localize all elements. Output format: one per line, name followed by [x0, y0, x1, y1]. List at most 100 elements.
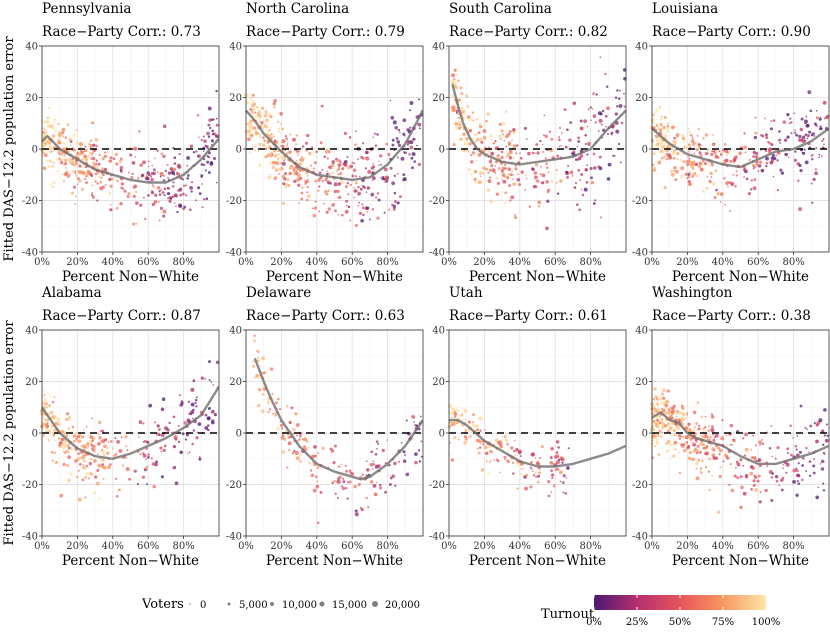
turnout-legend-label: 25%: [626, 617, 648, 628]
data-point: [159, 171, 164, 176]
panel-subtitle: Race−Party Corr.: 0.82: [449, 24, 608, 40]
data-point: [724, 149, 729, 153]
data-point: [344, 163, 347, 167]
data-point: [807, 90, 812, 95]
data-point: [150, 190, 154, 195]
data-point: [819, 463, 822, 465]
data-point: [798, 134, 802, 139]
data-point: [139, 163, 143, 167]
y-tick-label: -20: [429, 196, 445, 207]
data-point: [695, 451, 699, 455]
data-point: [556, 192, 560, 195]
data-point: [661, 425, 666, 429]
data-point: [262, 371, 266, 375]
data-point: [160, 407, 165, 412]
data-point: [250, 112, 252, 115]
data-point: [607, 133, 609, 135]
data-point: [69, 144, 72, 147]
data-point: [84, 476, 88, 479]
data-point: [198, 456, 201, 458]
data-point: [704, 415, 707, 418]
data-point: [396, 172, 399, 175]
data-point: [103, 453, 106, 457]
data-point: [731, 443, 733, 446]
y-tick-label: -20: [226, 196, 242, 207]
data-point: [758, 440, 762, 444]
data-point: [710, 163, 714, 167]
data-point: [655, 402, 660, 406]
data-point: [44, 397, 47, 400]
data-point: [72, 440, 76, 443]
data-point: [107, 441, 110, 443]
data-point: [361, 206, 365, 210]
data-point: [512, 182, 516, 187]
data-point: [147, 194, 149, 197]
data-point: [365, 191, 368, 194]
data-point: [299, 460, 302, 463]
data-point: [257, 163, 262, 168]
data-point: [487, 179, 492, 183]
x-tick-label: 60%: [544, 257, 566, 268]
data-point: [660, 392, 665, 396]
panel-subtitle: Race−Party Corr.: 0.79: [246, 24, 405, 40]
data-point: [173, 193, 178, 197]
data-point: [682, 134, 685, 138]
data-point: [670, 410, 674, 413]
data-point: [500, 178, 503, 181]
data-point: [761, 442, 765, 446]
data-point: [815, 116, 819, 120]
data-point: [333, 189, 337, 194]
data-point: [505, 145, 508, 148]
data-point: [467, 142, 470, 145]
data-point: [793, 112, 796, 115]
data-point: [279, 123, 282, 125]
data-point: [266, 129, 270, 134]
data-point: [786, 452, 789, 455]
data-point: [349, 471, 352, 474]
data-point: [150, 177, 154, 182]
data-point: [790, 132, 793, 135]
data-point: [599, 56, 602, 59]
data-point: [689, 133, 693, 137]
data-point: [364, 167, 367, 170]
data-point: [300, 156, 303, 159]
data-point: [555, 460, 560, 465]
data-point: [344, 184, 348, 189]
data-point: [509, 199, 512, 202]
data-point: [742, 175, 746, 179]
data-point: [83, 455, 86, 459]
data-point: [721, 154, 723, 156]
data-point: [46, 421, 49, 425]
data-point: [278, 130, 280, 133]
data-point: [82, 459, 86, 463]
data-point: [476, 428, 479, 431]
data-point: [109, 184, 113, 188]
data-point: [729, 463, 732, 466]
data-point: [370, 450, 374, 454]
data-point: [51, 459, 55, 462]
data-point: [683, 442, 687, 445]
data-point: [752, 155, 756, 158]
data-point: [46, 429, 49, 433]
data-point: [62, 135, 65, 138]
x-axis-title: Percent Non−White: [62, 269, 199, 285]
data-point: [730, 488, 735, 493]
data-point: [172, 181, 175, 184]
data-point: [154, 157, 156, 160]
data-point: [103, 154, 107, 158]
data-point: [360, 218, 364, 223]
data-point: [713, 196, 717, 200]
data-point: [314, 200, 317, 203]
x-tick-label: 40%: [102, 257, 124, 268]
data-point: [256, 359, 260, 363]
data-point: [749, 465, 754, 469]
data-point: [306, 175, 309, 177]
data-point: [786, 112, 790, 117]
data-point: [695, 421, 699, 426]
data-point: [49, 150, 52, 153]
data-point: [274, 154, 278, 158]
data-point: [512, 174, 514, 176]
data-point: [511, 461, 515, 464]
